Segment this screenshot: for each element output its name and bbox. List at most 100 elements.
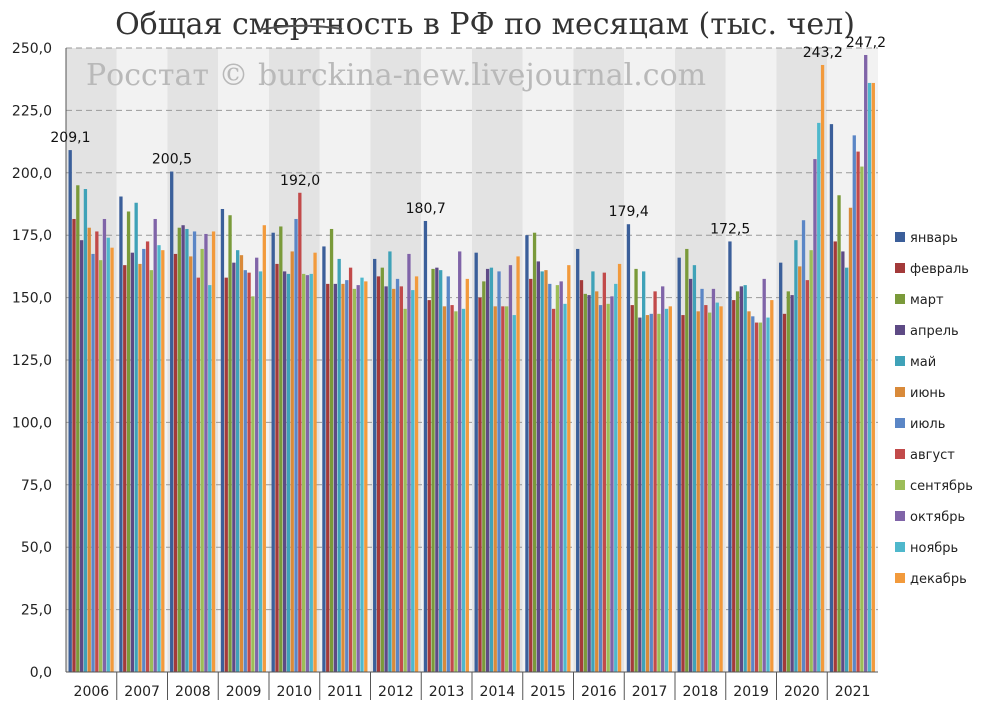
bar-сентябрь-2006	[98, 260, 103, 672]
bar-январь-2007	[119, 196, 123, 672]
bar-январь-2011	[322, 246, 326, 672]
bar-июнь-2009	[239, 255, 244, 672]
data-label: 247,2	[846, 35, 886, 51]
bar-август-2014	[501, 306, 505, 672]
bar-апрель-2018	[688, 278, 693, 672]
bar-август-2016	[602, 272, 606, 672]
x-tick-label: 2011	[327, 684, 363, 700]
bar-март-2019	[735, 291, 740, 672]
bar-январь-2013	[423, 220, 428, 673]
bar-сентябрь-2008	[200, 248, 204, 673]
bar-ноябрь-2010	[309, 273, 313, 672]
data-label: 180,7	[406, 201, 446, 217]
y-tick-label: 50,0	[21, 540, 52, 556]
bar-ноябрь-2014	[512, 315, 516, 672]
bar-январь-2019	[728, 241, 732, 672]
bar-август-2015	[551, 308, 556, 672]
bar-август-2020	[805, 280, 809, 672]
bar-сентябрь-2007	[149, 270, 154, 672]
legend-swatch	[895, 325, 905, 335]
bar-ноябрь-2012	[411, 290, 415, 672]
legend-swatch	[895, 480, 905, 490]
bar-июнь-2006	[87, 227, 91, 672]
y-tick-label: 250,0	[12, 41, 52, 57]
x-tick-label: 2021	[835, 684, 871, 700]
bar-апрель-2010	[282, 271, 287, 672]
bar-сентябрь-2011	[352, 288, 357, 672]
bar-февраль-2016	[579, 280, 584, 672]
bar-декабрь-2013	[465, 278, 469, 672]
bar-июнь-2020	[798, 266, 802, 672]
bar-август-2018	[704, 305, 708, 672]
bar-февраль-2014	[478, 297, 482, 672]
bar-февраль-2018	[681, 315, 685, 672]
bar-ноябрь-2009	[258, 271, 263, 672]
bar-июль-2019	[751, 316, 755, 672]
bar-февраль-2015	[529, 278, 533, 672]
bar-март-2006	[76, 185, 80, 672]
bar-февраль-2010	[275, 263, 279, 672]
bar-октябрь-2009	[255, 257, 259, 672]
data-label: 209,1	[50, 130, 90, 146]
x-tick-label: 2017	[632, 684, 668, 700]
bar-июль-2012	[395, 278, 400, 672]
bar-ноябрь-2007	[157, 245, 161, 672]
bar-июль-2016	[598, 305, 603, 672]
bar-декабрь-2021	[871, 82, 875, 673]
bar-ноябрь-2013	[461, 308, 466, 672]
bar-сентябрь-2018	[707, 312, 712, 672]
bar-март-2009	[228, 215, 232, 672]
bar-май-2011	[337, 258, 341, 672]
bar-август-2007	[145, 241, 150, 672]
bar-май-2013	[439, 270, 443, 672]
bar-май-2015	[540, 271, 544, 672]
bar-январь-2020	[779, 262, 783, 672]
bar-февраль-2006	[72, 218, 76, 672]
bar-январь-2021	[829, 124, 834, 673]
bar-декабрь-2008	[211, 231, 216, 672]
bar-август-2019	[754, 322, 759, 672]
bar-ноябрь-2020	[817, 122, 821, 672]
bar-июнь-2015	[544, 270, 548, 672]
bar-май-2017	[642, 271, 646, 672]
bar-октябрь-2014	[508, 265, 513, 672]
bar-октябрь-2016	[610, 296, 614, 672]
bar-август-2008	[196, 277, 200, 672]
legend-swatch	[895, 511, 905, 521]
bar-июль-2017	[649, 313, 653, 672]
bar-июль-2008	[192, 231, 197, 672]
bar-февраль-2011	[326, 283, 330, 672]
bar-апрель-2009	[232, 262, 236, 672]
bar-май-2021	[845, 267, 849, 672]
bar-ноябрь-2018	[715, 302, 719, 672]
bar-октябрь-2013	[458, 251, 462, 672]
legend-label: декабрь	[910, 572, 967, 587]
legend-label: июль	[910, 417, 945, 432]
bar-ноябрь-2015	[563, 303, 567, 672]
x-tick-label: 2015	[530, 684, 566, 700]
y-tick-label: 150,0	[12, 291, 52, 307]
bar-июнь-2013	[442, 306, 447, 672]
bar-июнь-2014	[493, 306, 497, 672]
legend-label: январь	[910, 231, 958, 246]
bar-январь-2009	[220, 208, 225, 672]
bar-май-2006	[83, 189, 88, 673]
bar-июль-2007	[142, 248, 146, 673]
bar-август-2012	[399, 286, 403, 672]
bar-январь-2012	[373, 258, 377, 672]
bar-февраль-2008	[173, 253, 178, 673]
bar-июль-2021	[852, 135, 856, 673]
bar-декабрь-2018	[719, 306, 723, 672]
x-tick-label: 2020	[784, 684, 820, 700]
x-tick-label: 2010	[277, 684, 313, 700]
y-tick-label: 25,0	[21, 603, 52, 619]
bar-февраль-2020	[782, 313, 787, 672]
x-tick-label: 2007	[124, 684, 160, 700]
bar-сентябрь-2015	[555, 285, 560, 672]
bar-август-2006	[95, 231, 99, 672]
bar-март-2007	[126, 211, 131, 672]
bar-апрель-2013	[435, 267, 439, 672]
legend-swatch	[895, 387, 905, 397]
bar-апрель-2019	[739, 286, 744, 672]
